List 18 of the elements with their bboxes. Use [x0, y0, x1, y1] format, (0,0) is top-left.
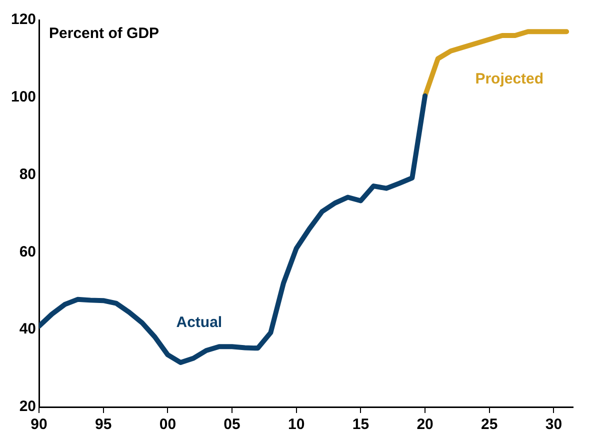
x-tick-label: 00	[159, 416, 176, 434]
y-tick-label: 20	[19, 398, 36, 416]
series-label: Projected	[475, 70, 544, 88]
y-tick-label: 60	[19, 243, 36, 260]
x-tick-label: 10	[288, 416, 305, 434]
y-tick-label: 80	[19, 166, 36, 183]
x-tick-label: 20	[416, 416, 434, 434]
y-tick-label: 100	[10, 88, 36, 106]
x-tick-label: 30	[545, 416, 562, 434]
series-label: Actual	[176, 314, 222, 331]
x-tick-label: 15	[352, 416, 370, 434]
y-axis-title: Percent of GDP	[49, 25, 160, 42]
x-tick-label: 05	[224, 416, 240, 434]
x-tick-label: 95	[95, 416, 112, 434]
x-tick-label: 25	[481, 416, 498, 434]
y-tick-label: 120	[10, 11, 36, 28]
y-tick-label: 40	[19, 320, 36, 338]
x-tick-label: 90	[30, 416, 48, 434]
